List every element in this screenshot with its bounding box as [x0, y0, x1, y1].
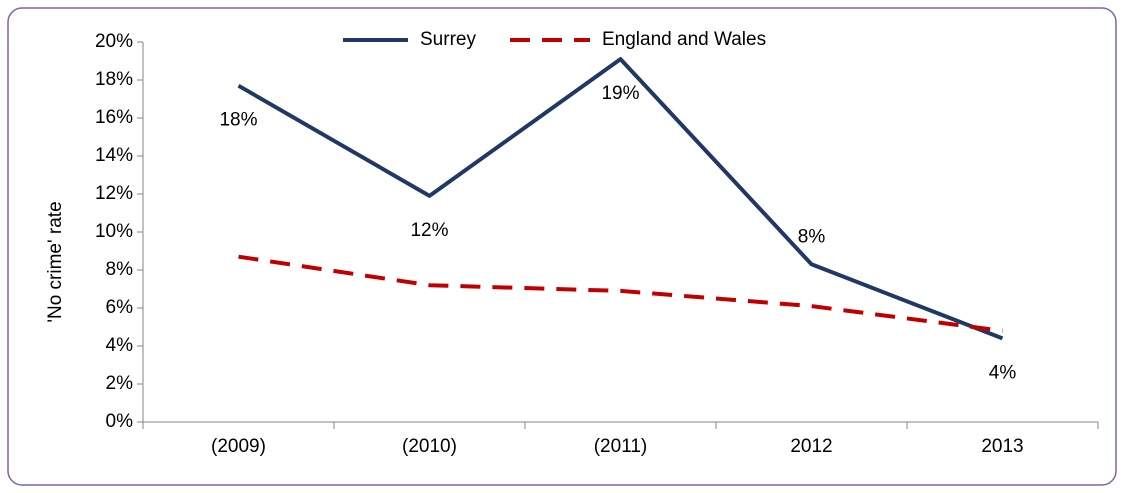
x-tick-label: (2011)	[594, 436, 648, 457]
y-tick-label: 2%	[106, 373, 134, 394]
series-line	[237, 57, 1004, 341]
legend-label: England and Wales	[602, 29, 766, 50]
x-tick-label: (2010)	[402, 436, 457, 457]
y-tick-label: 6%	[106, 297, 134, 318]
data-label: 19%	[601, 83, 639, 104]
y-tick-label: 18%	[95, 69, 133, 90]
chart-frame	[7, 7, 1117, 486]
y-tick-label: 0%	[106, 411, 134, 432]
legend-label: Surrey	[420, 29, 476, 50]
x-tick-label: (2009)	[211, 436, 266, 457]
y-tick-label: 10%	[95, 221, 133, 242]
data-label: 18%	[219, 110, 257, 131]
data-label: 4%	[989, 362, 1017, 383]
y-tick-label: 16%	[95, 107, 133, 128]
x-tick-label: 2013	[981, 436, 1023, 457]
y-tick-label: 8%	[106, 259, 134, 280]
y-tick-label: 4%	[106, 335, 134, 356]
y-tick-label: 12%	[95, 183, 133, 204]
data-label: 12%	[410, 220, 448, 241]
y-tick-label: 14%	[95, 145, 133, 166]
series-line	[238, 254, 1003, 333]
data-label: 8%	[798, 226, 826, 247]
x-tick-label: 2012	[790, 436, 832, 457]
y-axis-label: 'No crime' rate	[45, 201, 66, 322]
y-tick-label: 20%	[95, 31, 133, 52]
